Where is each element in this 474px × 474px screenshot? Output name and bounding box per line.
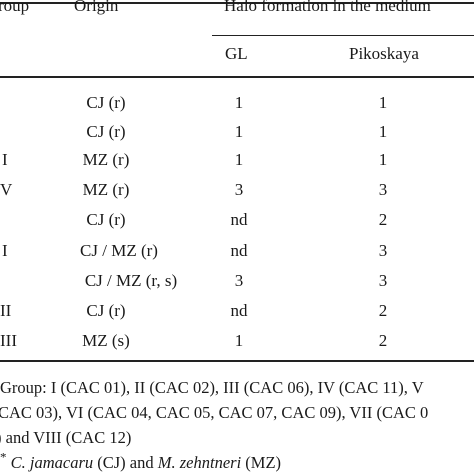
row-gl-cell: nd — [230, 210, 248, 229]
mz-abbreviation: (MZ) — [241, 453, 282, 472]
row-group-cell: II — [0, 301, 12, 320]
origin-footnote: * C. jamacaru (CJ) and M. zehntneri (MZ) — [0, 449, 282, 473]
row-origin-cell: CJ / MZ (r) — [80, 241, 158, 260]
row-gl-cell: 1 — [234, 122, 244, 141]
row-origin-cell: CJ (r) — [86, 93, 126, 112]
row-origin-cell: CJ (r) — [86, 301, 126, 320]
cereus-jamacaru-name: C. jamacaru — [10, 453, 94, 472]
group-footnote-line-3: ) and VIII (CAC 12) — [0, 428, 132, 447]
row-gl-cell: 3 — [234, 180, 244, 199]
origin-column-header: Origin — [74, 0, 119, 15]
row-pikoskaya-cell: 1 — [378, 150, 388, 169]
halo-formation-header: Halo formation in the medium — [224, 0, 431, 15]
row-gl-cell: 1 — [234, 93, 244, 112]
top-rule — [0, 2, 474, 4]
row-pikoskaya-cell: 3 — [378, 271, 388, 290]
row-pikoskaya-cell: 2 — [378, 331, 388, 350]
row-pikoskaya-cell: 3 — [378, 180, 388, 199]
row-gl-cell: 3 — [234, 271, 244, 290]
header-bottom-rule — [0, 76, 474, 78]
row-origin-cell: MZ (r) — [82, 180, 130, 199]
row-origin-cell: CJ / MZ (r, s) — [84, 271, 178, 290]
group-footnote-line-2: CAC 03), VI (CAC 04, CAC 05, CAC 07, CAC… — [0, 403, 429, 422]
row-pikoskaya-cell: 2 — [378, 301, 388, 320]
group-footnote-line-1: Group: I (CAC 01), II (CAC 02), III (CAC… — [0, 378, 424, 397]
row-origin-cell: MZ (r) — [82, 150, 130, 169]
row-group-cell: I — [2, 150, 8, 169]
table-bottom-rule — [0, 360, 474, 362]
row-gl-cell: 1 — [234, 331, 244, 350]
halo-subheader-rule — [212, 35, 474, 37]
row-origin-cell: CJ (r) — [86, 122, 126, 141]
melocactus-zehntneri-name: M. zehntneri — [157, 453, 242, 472]
row-group-cell: III — [0, 331, 17, 350]
row-gl-cell: nd — [230, 241, 248, 260]
row-pikoskaya-cell: 2 — [378, 210, 388, 229]
row-gl-cell: 1 — [234, 150, 244, 169]
row-gl-cell: nd — [230, 301, 248, 320]
cj-abbreviation: (CJ) and — [93, 453, 158, 472]
footnote-asterisk: * — [0, 449, 7, 465]
row-group-cell: V — [0, 180, 13, 199]
row-group-cell: I — [2, 241, 8, 260]
row-origin-cell: CJ (r) — [86, 210, 126, 229]
group-column-header: roup — [0, 0, 30, 15]
row-pikoskaya-cell: 1 — [378, 93, 388, 112]
pikoskaya-column-header: Pikoskaya — [349, 44, 419, 63]
row-origin-cell: MZ (s) — [82, 331, 130, 350]
gl-column-header: GL — [225, 44, 248, 63]
row-pikoskaya-cell: 1 — [378, 122, 388, 141]
row-pikoskaya-cell: 3 — [378, 241, 388, 260]
